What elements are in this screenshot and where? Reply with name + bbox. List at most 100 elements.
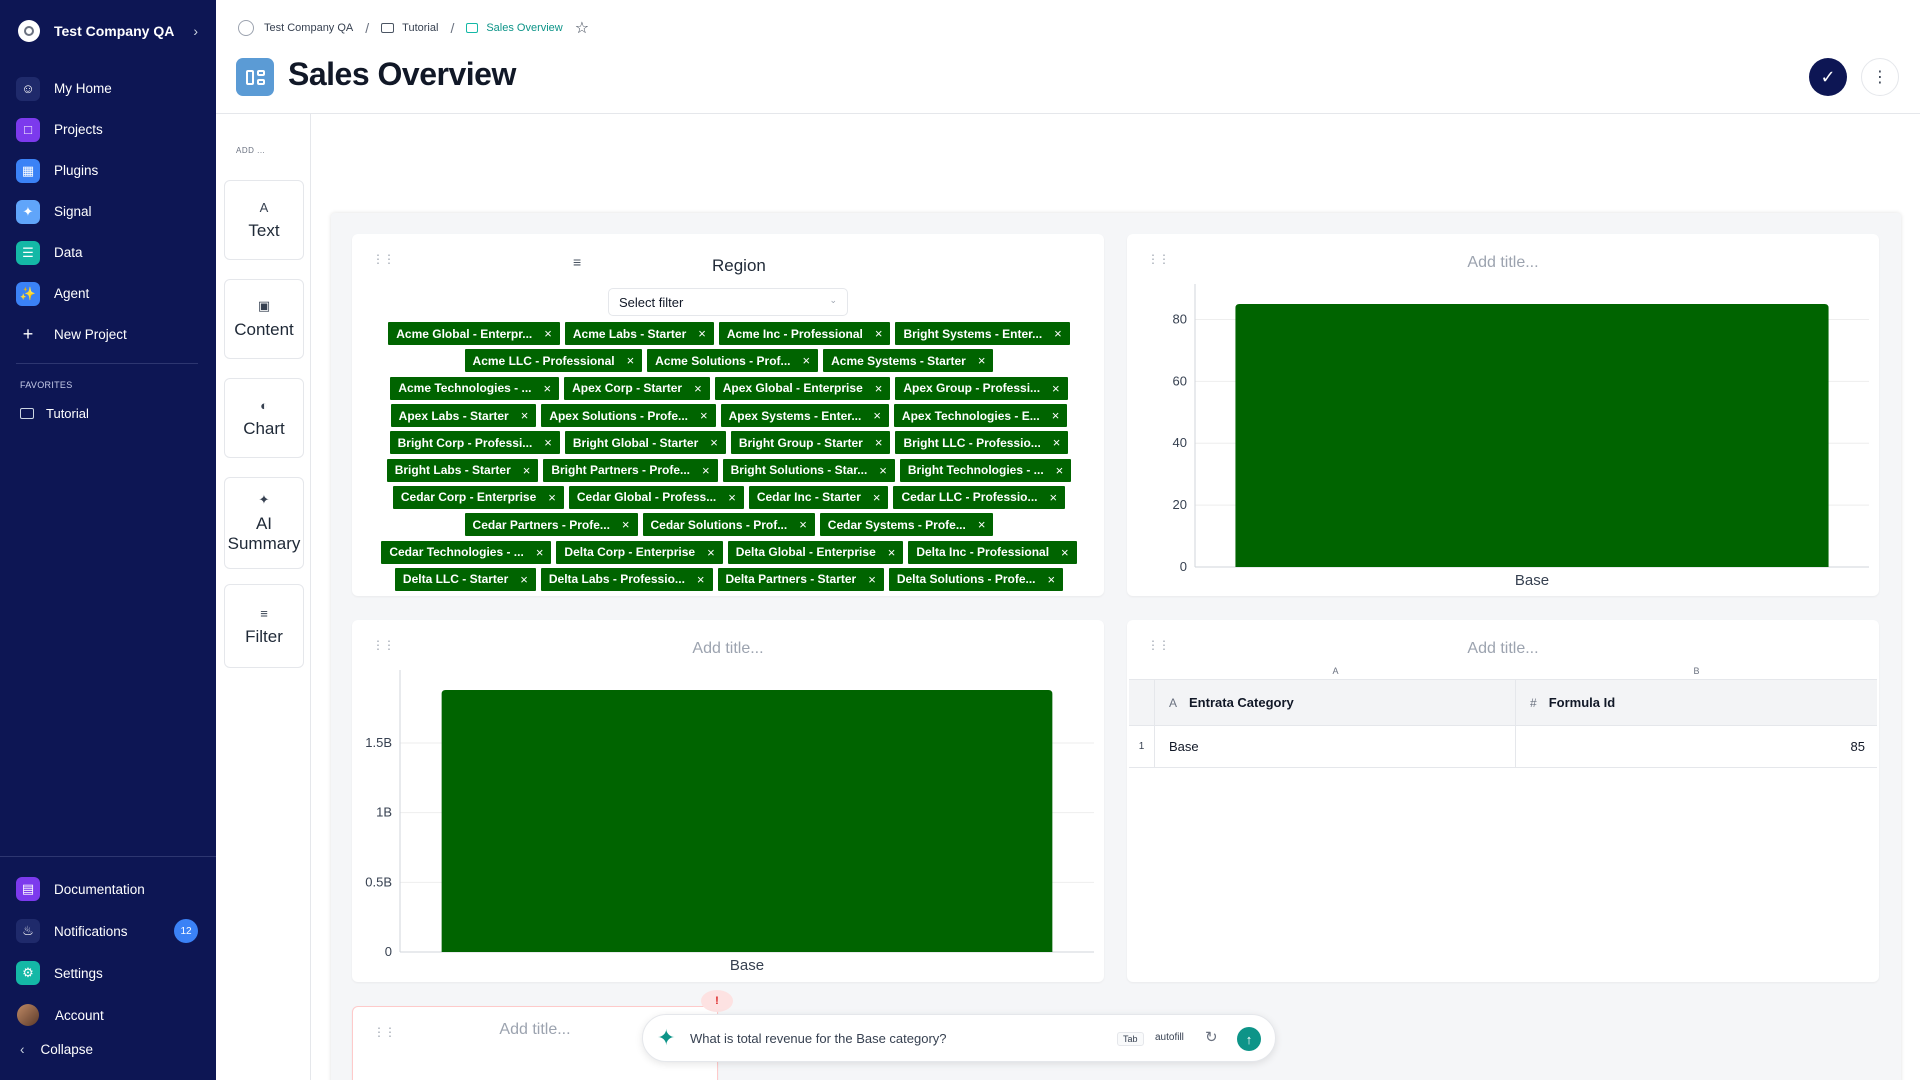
close-icon[interactable]: ×: [543, 380, 552, 396]
close-icon[interactable]: ×: [977, 517, 986, 533]
sidebar-item-notifications[interactable]: ♨ Notifications 12: [16, 910, 200, 952]
close-icon[interactable]: ×: [698, 326, 706, 342]
add-chart-tool[interactable]: ◐ Chart: [224, 378, 304, 458]
close-icon[interactable]: ×: [1061, 544, 1069, 560]
filter-chip[interactable]: Delta Labs - Professio... ×: [540, 567, 713, 591]
close-icon[interactable]: ×: [1055, 462, 1064, 478]
add-text-tool[interactable]: A Text: [224, 180, 304, 260]
filter-chip[interactable]: Bright Systems - Enter... ×: [895, 322, 1070, 346]
close-icon[interactable]: ×: [707, 544, 715, 560]
filter-chip[interactable]: Acme Inc - Professional ×: [718, 322, 891, 346]
drag-handle-icon[interactable]: ⋮⋮: [1147, 638, 1170, 652]
filter-chip[interactable]: Acme Technologies - ... ×: [390, 376, 560, 400]
drag-handle-icon[interactable]: ⋮⋮: [372, 252, 395, 266]
bar[interactable]: [1235, 304, 1829, 567]
close-icon[interactable]: ×: [1051, 408, 1060, 424]
filter-chip[interactable]: Acme LLC - Professional ×: [464, 349, 643, 373]
breadcrumb-current[interactable]: Sales Overview: [486, 22, 563, 34]
filter-chip[interactable]: Delta Inc - Professional ×: [908, 540, 1077, 564]
close-icon[interactable]: ×: [728, 489, 736, 505]
close-icon[interactable]: ×: [977, 353, 986, 369]
sidebar-item-plugins[interactable]: ▦ Plugins: [16, 150, 200, 191]
filter-chip[interactable]: Apex Technologies - E... ×: [893, 404, 1068, 428]
favorite-item-tutorial[interactable]: Tutorial: [20, 406, 89, 421]
sidebar-item-my-home[interactable]: ☺ My Home: [16, 68, 200, 109]
filter-chip[interactable]: Apex Corp - Starter ×: [564, 376, 710, 400]
filter-chip[interactable]: Delta Corp - Enterprise ×: [556, 540, 723, 564]
filter-chip[interactable]: Bright Group - Starter ×: [730, 431, 891, 455]
close-icon[interactable]: ×: [700, 408, 708, 424]
table-cell[interactable]: Base: [1155, 726, 1516, 767]
filter-select[interactable]: Select filter ⌄: [608, 288, 848, 316]
filter-chip[interactable]: Bright Technologies - ... ×: [899, 458, 1072, 482]
ai-prompt-input[interactable]: What is total revenue for the Base categ…: [690, 1031, 947, 1046]
close-icon[interactable]: ×: [710, 435, 718, 451]
close-icon[interactable]: ×: [799, 517, 807, 533]
sidebar-item-settings[interactable]: ⚙ Settings: [16, 952, 200, 994]
save-check-button[interactable]: ✓: [1809, 58, 1847, 96]
filter-chip[interactable]: Delta LLC - Starter ×: [394, 567, 536, 591]
close-icon[interactable]: ×: [702, 462, 710, 478]
close-icon[interactable]: ×: [1052, 380, 1060, 396]
add-filter-tool[interactable]: ≡ Filter: [224, 584, 304, 668]
more-options-button[interactable]: ⋮: [1861, 58, 1899, 96]
table-cell[interactable]: 85: [1850, 739, 1865, 754]
close-icon[interactable]: ×: [1049, 489, 1058, 505]
sidebar-item-agent[interactable]: ✨ Agent: [16, 273, 200, 314]
filter-chip[interactable]: Cedar LLC - Professio... ×: [893, 485, 1066, 509]
filter-chip[interactable]: Delta Partners - Starter ×: [717, 567, 884, 591]
column-header-entrata-category[interactable]: A Entrata Category: [1155, 680, 1516, 725]
close-icon[interactable]: ×: [874, 435, 883, 451]
close-icon[interactable]: ×: [802, 353, 811, 369]
close-icon[interactable]: ×: [626, 353, 635, 369]
filter-chip[interactable]: Cedar Global - Profess... ×: [568, 485, 744, 509]
close-icon[interactable]: ×: [544, 326, 552, 342]
close-icon[interactable]: ×: [696, 571, 705, 587]
close-icon[interactable]: ×: [868, 571, 876, 587]
bar[interactable]: [441, 690, 1053, 952]
add-content-tool[interactable]: ▣ Content: [224, 279, 304, 359]
close-icon[interactable]: ×: [522, 462, 531, 478]
collapse-button[interactable]: ‹ Collapse: [20, 1042, 93, 1057]
filter-chip[interactable]: Bright Labs - Starter ×: [386, 458, 539, 482]
filter-chip[interactable]: Bright Solutions - Star... ×: [722, 458, 895, 482]
breadcrumb-folder[interactable]: Tutorial: [402, 22, 439, 34]
breadcrumb-org[interactable]: Test Company QA: [264, 22, 354, 34]
refresh-icon[interactable]: ↻: [1205, 1029, 1218, 1046]
filter-chip[interactable]: Cedar Solutions - Prof... ×: [642, 513, 815, 537]
column-header-formula-id[interactable]: # Formula Id: [1516, 680, 1877, 725]
drag-handle-icon[interactable]: ⋮⋮: [1147, 252, 1170, 266]
filter-chip[interactable]: Delta Global - Enterprise ×: [727, 540, 904, 564]
close-icon[interactable]: ×: [548, 489, 556, 505]
sidebar-item-signal[interactable]: ✦ Signal: [16, 191, 200, 232]
close-icon[interactable]: ×: [873, 408, 881, 424]
close-icon[interactable]: ×: [1054, 326, 1062, 342]
filter-chip[interactable]: Delta Solutions - Profe... ×: [888, 567, 1064, 591]
filter-chip[interactable]: Apex Solutions - Profe... ×: [541, 404, 716, 428]
filter-chip[interactable]: Acme Solutions - Prof... ×: [647, 349, 819, 373]
warning-icon[interactable]: !: [701, 990, 733, 1012]
filter-chip[interactable]: Cedar Technologies - ... ×: [381, 540, 552, 564]
close-icon[interactable]: ×: [1052, 435, 1061, 451]
filter-chip[interactable]: Acme Labs - Starter ×: [564, 322, 714, 346]
close-icon[interactable]: ×: [520, 571, 528, 587]
filter-chip[interactable]: Acme Global - Enterpr... ×: [388, 322, 560, 346]
filter-chip[interactable]: Bright LLC - Professio... ×: [895, 431, 1069, 455]
close-icon[interactable]: ×: [1047, 571, 1056, 587]
drag-handle-icon[interactable]: ⋮⋮: [373, 1025, 396, 1039]
close-icon[interactable]: ×: [544, 435, 552, 451]
close-icon[interactable]: ×: [535, 544, 544, 560]
filter-chip[interactable]: Bright Corp - Professi... ×: [389, 431, 560, 455]
filter-chip[interactable]: Apex Global - Enterprise ×: [714, 376, 891, 400]
filter-chip[interactable]: Cedar Partners - Profe... ×: [464, 513, 638, 537]
close-icon[interactable]: ×: [621, 517, 630, 533]
close-icon[interactable]: ×: [694, 380, 702, 396]
filter-chip[interactable]: Apex Group - Professi... ×: [895, 376, 1068, 400]
filter-chip[interactable]: Apex Systems - Enter... ×: [720, 404, 889, 428]
chart-title-input[interactable]: Add title...: [692, 640, 764, 657]
sidebar-item-data[interactable]: ☰ Data: [16, 232, 200, 273]
filter-chip[interactable]: Bright Partners - Profe... ×: [543, 458, 718, 482]
star-icon[interactable]: ☆: [574, 20, 590, 37]
filter-chip[interactable]: Bright Global - Starter ×: [564, 431, 726, 455]
filter-chip[interactable]: Apex Labs - Starter ×: [390, 404, 537, 428]
